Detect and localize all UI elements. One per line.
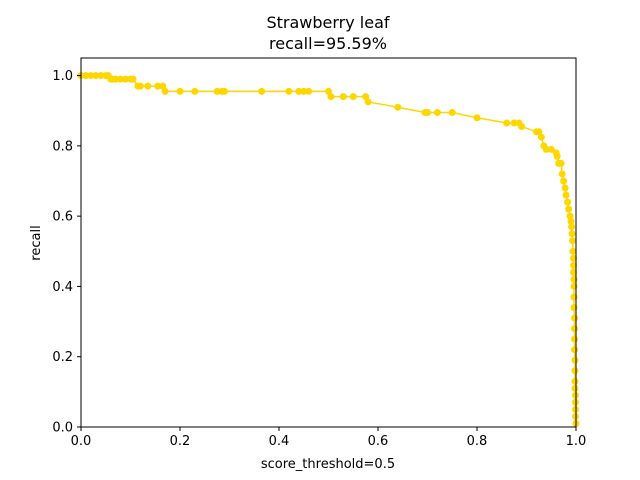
data-point (568, 223, 576, 231)
data-point (542, 145, 550, 153)
data-point (535, 128, 543, 136)
data-point (92, 72, 100, 80)
data-point (285, 87, 293, 95)
data-point (221, 87, 229, 95)
data-point (448, 108, 456, 116)
data-point (305, 87, 313, 95)
ticks-layer: 0.0 0.2 0.4 0.6 0.8 1.0 0.0 0.2 0.4 0.6 0.8 1.0 (52, 69, 586, 449)
data-point (433, 108, 441, 116)
data-point (97, 72, 105, 80)
data-point (213, 87, 221, 95)
data-point (561, 184, 569, 192)
data-point (569, 237, 577, 245)
data-point (562, 191, 570, 199)
data-point (327, 93, 335, 101)
y-tick-label: 0.2 (52, 350, 73, 365)
data-point (565, 205, 573, 213)
data-point (362, 93, 370, 101)
data-point (82, 72, 90, 80)
data-point (553, 152, 561, 160)
data-point (339, 93, 347, 101)
y-tick-label: 0.6 (52, 210, 73, 225)
x-tick-label: 1.0 (566, 434, 587, 449)
data-point (112, 75, 120, 83)
data-point (570, 261, 578, 269)
data-point (295, 87, 303, 95)
data-point (537, 133, 545, 141)
data-point (570, 268, 578, 276)
y-tick-label: 0.4 (52, 280, 73, 295)
x-tick-label: 0.2 (170, 434, 191, 449)
data-point (424, 108, 431, 116)
data-point (571, 384, 579, 392)
data-point (144, 82, 152, 90)
x-tick-label: 0.4 (269, 434, 290, 449)
data-point (571, 377, 579, 385)
data-point (176, 87, 184, 95)
data-point (570, 254, 578, 262)
y-tick-label: 0.8 (52, 139, 73, 154)
data-point (567, 217, 575, 225)
x-axis-label: score_threshold=0.5 (261, 457, 395, 472)
data-point (571, 314, 579, 322)
data-point (117, 75, 125, 83)
data-point (571, 346, 579, 354)
data-point (87, 72, 95, 80)
data-point (568, 230, 576, 238)
data-point (510, 119, 518, 127)
data-point (564, 198, 572, 206)
data-point (364, 98, 372, 106)
data-point (547, 145, 555, 153)
data-point (571, 325, 579, 333)
data-point (154, 82, 162, 90)
data-point (325, 87, 332, 95)
x-tick-label: 0.6 (368, 434, 389, 449)
x-tick-label: 0.8 (467, 434, 488, 449)
data-point (557, 159, 565, 167)
data-point (159, 82, 167, 90)
y-axis-label: recall (29, 225, 44, 260)
data-point (394, 103, 402, 111)
data-point (122, 75, 130, 83)
data-point (571, 356, 579, 364)
data-point (571, 335, 579, 343)
data-point (560, 177, 568, 185)
data-point (566, 212, 574, 220)
data-point (191, 87, 199, 95)
data-point (571, 367, 579, 375)
data-point (161, 87, 169, 95)
plot-frame (80, 57, 577, 428)
data-point (136, 82, 144, 90)
data-point (558, 170, 566, 178)
data-point (258, 87, 266, 95)
data-layer (77, 72, 580, 427)
data-point (349, 93, 357, 101)
data-point (300, 87, 308, 95)
data-point (503, 119, 511, 127)
data-point (569, 247, 577, 255)
chart-subtitle: recall=95.59% (269, 34, 387, 53)
y-tick-label: 0.0 (52, 421, 73, 436)
data-point (473, 114, 481, 122)
chart-title: Strawberry leaf (266, 13, 389, 32)
data-point (518, 123, 526, 131)
data-point (129, 75, 137, 83)
x-tick-label: 0.0 (71, 434, 92, 449)
y-tick-label: 1.0 (52, 69, 73, 84)
